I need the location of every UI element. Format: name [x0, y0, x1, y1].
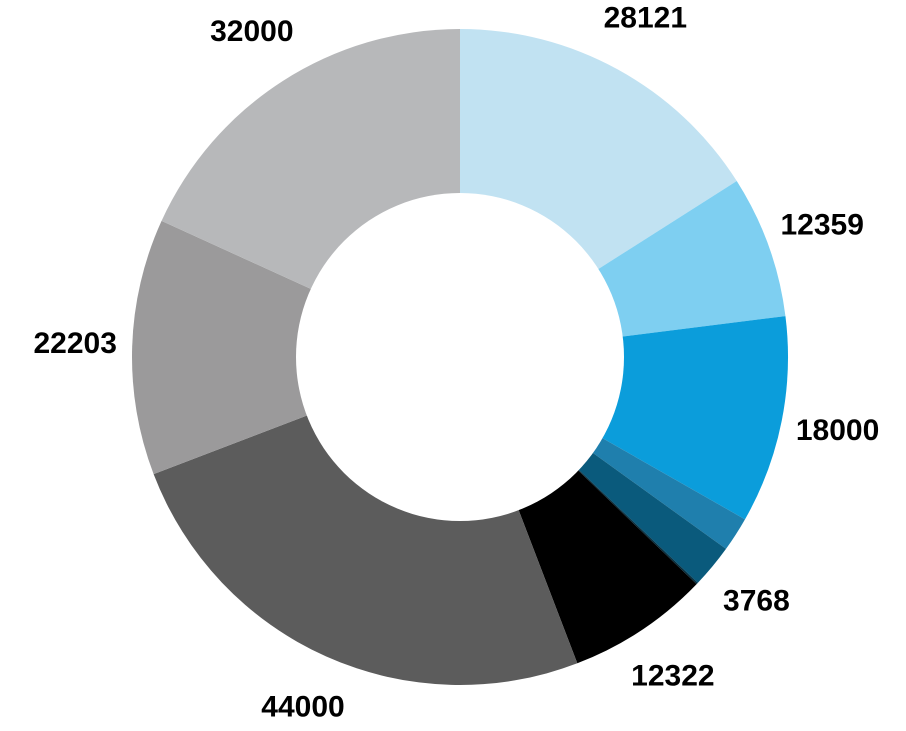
- slice-value-label: 32000: [210, 15, 293, 48]
- donut-slice: [131, 220, 460, 475]
- labels-layer: 28121 12359 18000 3768 12322 44000 22203 32000: [33, 1, 879, 723]
- slice-value-label: 44000: [261, 690, 344, 723]
- slice-value-label: 12359: [780, 208, 863, 241]
- donut-hole: [296, 193, 624, 521]
- slice-value-label: 12322: [631, 660, 714, 693]
- slice-value-label: 18000: [796, 414, 879, 447]
- slice-value-label: 3768: [723, 585, 790, 618]
- slice-value-label: 22203: [33, 327, 116, 360]
- slice-value-label: 28121: [604, 1, 687, 34]
